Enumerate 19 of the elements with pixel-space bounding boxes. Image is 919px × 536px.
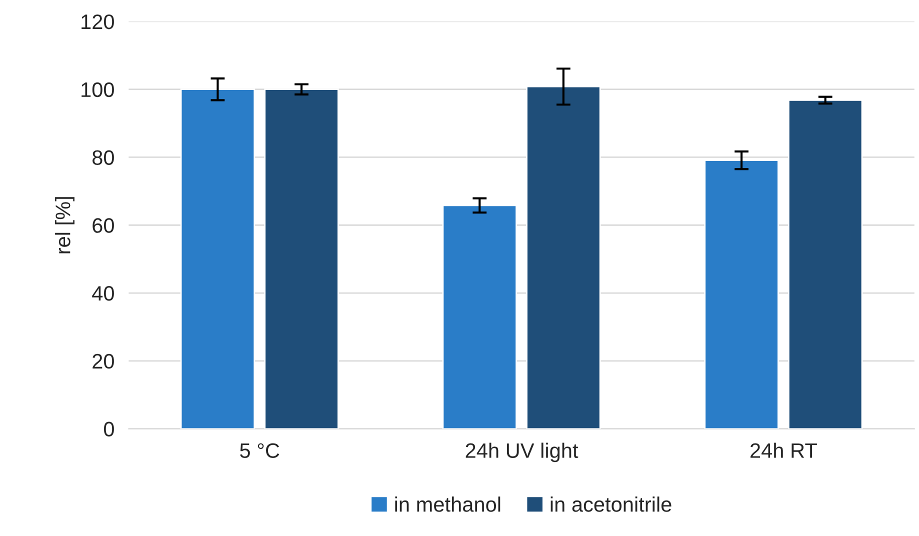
bar: [526, 86, 601, 429]
bar: [264, 88, 339, 429]
legend-label: in methanol: [395, 496, 500, 512]
y-tick-label: 80: [92, 150, 114, 165]
y-tick-label: 0: [104, 422, 114, 437]
legend-label: in acetonitrile: [550, 496, 672, 512]
bar: [788, 100, 863, 429]
y-tick-label: 40: [92, 286, 114, 301]
bar: [180, 88, 256, 429]
x-tick-label: 24h UV light: [466, 442, 578, 462]
y-tick-label: 20: [92, 354, 114, 369]
y-tick-label: 60: [92, 218, 114, 233]
x-tick-label: 24h RT: [750, 442, 817, 458]
y-tick-label: 120: [82, 14, 114, 30]
x-tick-label: 5 °C: [240, 443, 280, 458]
bar: [442, 204, 517, 429]
y-axis-title: rel [%]: [55, 197, 74, 254]
bar: [704, 160, 779, 429]
y-tick-label: 100: [82, 82, 114, 98]
